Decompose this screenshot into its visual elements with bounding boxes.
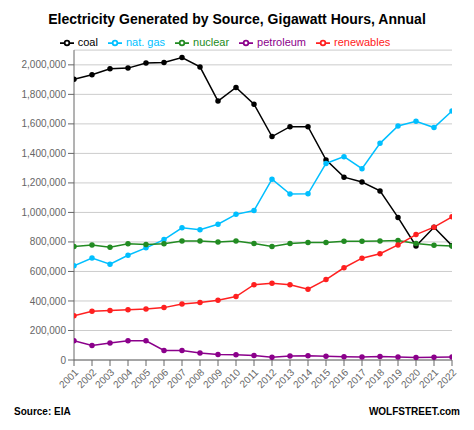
html-text:nuclear: nuclear (193, 36, 230, 48)
svg-text:1,200,000: 1,200,000 (22, 177, 67, 188)
svg-text:2006: 2006 (147, 366, 171, 390)
svg-text:2004: 2004 (111, 366, 135, 390)
html-text:Source: EIA: Source: EIA (14, 406, 71, 417)
svg-text:2008: 2008 (183, 366, 207, 390)
html-text:WOLFSTREET.com: WOLFSTREET.com (368, 406, 460, 417)
svg-text:200,000: 200,000 (30, 325, 67, 336)
svg-text:0: 0 (60, 355, 66, 366)
svg-text:1,800,000: 1,800,000 (22, 89, 67, 100)
svg-text:2021: 2021 (417, 366, 441, 390)
svg-text:2013: 2013 (273, 366, 297, 390)
svg-text:800,000: 800,000 (30, 236, 67, 247)
svg-text:2012: 2012 (255, 366, 279, 390)
svg-text:1,400,000: 1,400,000 (22, 148, 67, 159)
svg-text:2017: 2017 (345, 366, 369, 390)
svg-text:2002: 2002 (75, 366, 99, 390)
html-text:coal: coal (77, 36, 98, 48)
svg-text:1,000,000: 1,000,000 (22, 207, 67, 218)
html-text:renewables: renewables (334, 36, 391, 48)
svg-text:1,600,000: 1,600,000 (22, 118, 67, 129)
svg-text:2020: 2020 (399, 366, 423, 390)
svg-text:2016: 2016 (327, 366, 351, 390)
html-text:nat. gas: nat. gas (125, 36, 165, 48)
svg-text:2022: 2022 (435, 366, 459, 390)
svg-text:2015: 2015 (309, 366, 333, 390)
svg-text:2014: 2014 (291, 366, 315, 390)
svg-text:2019: 2019 (381, 366, 405, 390)
svg-text:600,000: 600,000 (30, 266, 67, 277)
svg-text:2018: 2018 (363, 366, 387, 390)
html-text:Electricity Generated by Sourc: Electricity Generated by Source, Gigawat… (48, 11, 426, 27)
html-text:petroleum: petroleum (257, 36, 306, 48)
svg-text:2001: 2001 (57, 366, 81, 390)
svg-text:2007: 2007 (165, 366, 189, 390)
svg-text:2009: 2009 (201, 366, 225, 390)
svg-text:2010: 2010 (219, 366, 243, 390)
svg-text:2003: 2003 (93, 366, 117, 390)
svg-text:2011: 2011 (237, 366, 260, 389)
svg-text:400,000: 400,000 (30, 296, 67, 307)
svg-text:2,000,000: 2,000,000 (22, 59, 67, 70)
svg-text:2005: 2005 (129, 366, 153, 390)
